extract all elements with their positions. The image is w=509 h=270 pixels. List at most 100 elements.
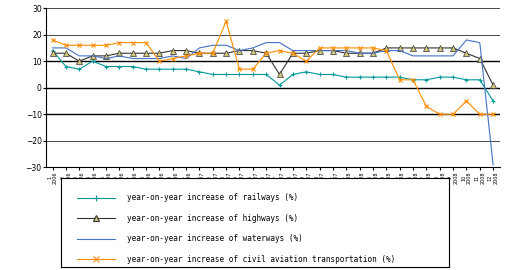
year-on-year increase of waterways (%) (489, 163, 495, 166)
year-on-year increase of waterways (%) (156, 57, 162, 60)
year-on-year increase of civil aviation transportation (%) (476, 113, 482, 116)
year-on-year increase of railways (%) (316, 73, 322, 76)
year-on-year increase of waterways (%) (263, 41, 269, 44)
year-on-year increase of civil aviation transportation (%) (343, 46, 349, 50)
year-on-year increase of civil aviation transportation (%) (63, 44, 69, 47)
year-on-year increase of civil aviation transportation (%) (383, 49, 389, 52)
year-on-year increase of highways (%) (236, 49, 242, 52)
year-on-year increase of railways (%) (76, 68, 82, 71)
year-on-year increase of waterways (%) (449, 54, 455, 58)
year-on-year increase of waterways (%) (409, 54, 415, 58)
year-on-year increase of railways (%) (436, 76, 442, 79)
year-on-year increase of civil aviation transportation (%) (249, 68, 256, 71)
year-on-year increase of highways (%) (209, 52, 215, 55)
year-on-year increase of railways (%) (143, 68, 149, 71)
year-on-year increase of civil aviation transportation (%) (196, 52, 202, 55)
year-on-year increase of railways (%) (383, 76, 389, 79)
year-on-year increase of highways (%) (343, 52, 349, 55)
year-on-year increase of civil aviation transportation (%) (222, 20, 229, 23)
year-on-year increase of highways (%) (422, 46, 429, 50)
year-on-year increase of civil aviation transportation (%) (49, 38, 55, 42)
year-on-year increase of railways (%) (63, 65, 69, 68)
year-on-year increase of railways (%) (116, 65, 122, 68)
year-on-year increase of waterways (%) (396, 49, 402, 52)
year-on-year increase of railways (%) (369, 76, 375, 79)
year-on-year increase of highways (%) (249, 49, 256, 52)
year-on-year increase of railways (%) (209, 73, 215, 76)
year-on-year increase of railways (%) (90, 60, 96, 63)
year-on-year increase of waterways (%) (276, 41, 282, 44)
year-on-year increase of railways (%) (396, 76, 402, 79)
year-on-year increase of civil aviation transportation (%) (76, 44, 82, 47)
year-on-year increase of railways (%) (263, 73, 269, 76)
year-on-year increase of civil aviation transportation (%) (449, 113, 455, 116)
year-on-year increase of railways (%) (249, 73, 256, 76)
year-on-year increase of civil aviation transportation (%) (116, 41, 122, 44)
year-on-year increase of civil aviation transportation (%) (169, 57, 176, 60)
year-on-year increase of highways (%) (449, 46, 455, 50)
year-on-year increase of highways (%) (76, 60, 82, 63)
year-on-year increase of railways (%) (129, 65, 135, 68)
year-on-year increase of highways (%) (222, 52, 229, 55)
year-on-year increase of highways (%) (90, 54, 96, 58)
year-on-year increase of railways (%) (302, 70, 308, 73)
year-on-year increase of railways (%) (169, 68, 176, 71)
year-on-year increase of railways (%) (489, 99, 495, 103)
year-on-year increase of highways (%) (489, 83, 495, 87)
year-on-year increase of highways (%) (196, 52, 202, 55)
year-on-year increase of railways (%) (422, 78, 429, 82)
year-on-year increase of highways (%) (436, 46, 442, 50)
year-on-year increase of waterways (%) (249, 46, 256, 50)
year-on-year increase of highways (%) (263, 52, 269, 55)
year-on-year increase of waterways (%) (343, 49, 349, 52)
year-on-year increase of waterways (%) (316, 49, 322, 52)
year-on-year increase of civil aviation transportation (%) (156, 60, 162, 63)
year-on-year increase of waterways (%) (222, 44, 229, 47)
year-on-year increase of railways (%) (103, 65, 109, 68)
year-on-year increase of waterways (%) (436, 54, 442, 58)
year-on-year increase of railways (%) (236, 73, 242, 76)
year-on-year increase of highways (%) (116, 52, 122, 55)
year-on-year increase of waterways (%) (236, 49, 242, 52)
year-on-year increase of civil aviation transportation (%) (329, 46, 335, 50)
year-on-year increase of waterways (%) (76, 54, 82, 58)
year-on-year increase of civil aviation transportation (%) (276, 49, 282, 52)
year-on-year increase of railways (%) (409, 78, 415, 82)
year-on-year increase of waterways (%) (90, 54, 96, 58)
year-on-year increase of highways (%) (289, 52, 295, 55)
year-on-year increase of civil aviation transportation (%) (103, 44, 109, 47)
year-on-year increase of waterways (%) (209, 44, 215, 47)
year-on-year increase of railways (%) (183, 68, 189, 71)
year-on-year increase of waterways (%) (129, 57, 135, 60)
year-on-year increase of waterways (%) (422, 54, 429, 58)
year-on-year increase of waterways (%) (463, 38, 469, 42)
year-on-year increase of railways (%) (343, 76, 349, 79)
year-on-year increase of civil aviation transportation (%) (369, 46, 375, 50)
year-on-year increase of waterways (%) (183, 57, 189, 60)
year-on-year increase of waterways (%) (169, 54, 176, 58)
year-on-year increase of highways (%) (103, 54, 109, 58)
year-on-year increase of highways (%) (329, 49, 335, 52)
year-on-year increase of highways (%) (63, 52, 69, 55)
year-on-year increase of highways (%) (276, 73, 282, 76)
year-on-year increase of civil aviation transportation (%) (209, 52, 215, 55)
year-on-year increase of civil aviation transportation (%) (143, 41, 149, 44)
year-on-year increase of waterways (%) (383, 49, 389, 52)
year-on-year increase of civil aviation transportation (%) (396, 78, 402, 82)
year-on-year increase of railways (%) (222, 73, 229, 76)
year-on-year increase of civil aviation transportation (%) (422, 105, 429, 108)
Line: year-on-year increase of waterways (%): year-on-year increase of waterways (%) (52, 40, 492, 165)
Text: year-on-year increase of waterways (%): year-on-year increase of waterways (%) (127, 234, 302, 243)
year-on-year increase of highways (%) (383, 46, 389, 50)
year-on-year increase of waterways (%) (49, 46, 55, 50)
Text: year-on-year increase of civil aviation transportation (%): year-on-year increase of civil aviation … (127, 255, 394, 264)
year-on-year increase of highways (%) (49, 52, 55, 55)
year-on-year increase of civil aviation transportation (%) (90, 44, 96, 47)
year-on-year increase of waterways (%) (356, 52, 362, 55)
year-on-year increase of highways (%) (476, 57, 482, 60)
year-on-year increase of civil aviation transportation (%) (316, 46, 322, 50)
year-on-year increase of highways (%) (156, 52, 162, 55)
Line: year-on-year increase of highways (%): year-on-year increase of highways (%) (50, 45, 495, 88)
year-on-year increase of highways (%) (169, 49, 176, 52)
year-on-year increase of railways (%) (49, 49, 55, 52)
